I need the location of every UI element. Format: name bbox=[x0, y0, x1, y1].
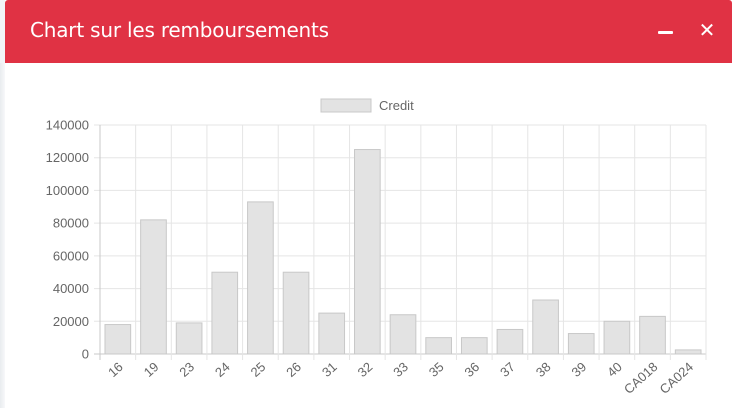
bar[interactable] bbox=[532, 299, 559, 355]
bar[interactable] bbox=[140, 219, 167, 355]
x-tick-label: 23 bbox=[176, 359, 197, 380]
x-tick-label: 24 bbox=[212, 359, 233, 380]
bar[interactable] bbox=[603, 320, 631, 355]
y-tick-label: 20000 bbox=[53, 314, 89, 329]
bar[interactable] bbox=[104, 324, 132, 355]
y-tick-label: 100000 bbox=[46, 183, 89, 198]
left-edge-shadow bbox=[0, 63, 5, 408]
bar[interactable] bbox=[211, 271, 239, 355]
x-tick-label: 36 bbox=[462, 359, 483, 380]
x-tick-label: 33 bbox=[390, 359, 411, 380]
bar[interactable] bbox=[175, 322, 203, 355]
minimize-icon[interactable] bbox=[655, 18, 679, 42]
bar[interactable] bbox=[425, 337, 452, 355]
legend-label: Credit bbox=[379, 98, 414, 113]
x-tick-label: 25 bbox=[248, 359, 269, 380]
x-tick-label: 35 bbox=[426, 359, 447, 380]
bar[interactable] bbox=[354, 149, 381, 355]
y-tick-label: 40000 bbox=[53, 281, 89, 296]
x-tick-label: 40 bbox=[604, 359, 625, 380]
panel-header: Chart sur les remboursements ✕ bbox=[5, 0, 732, 63]
bar[interactable] bbox=[567, 333, 595, 355]
bar[interactable] bbox=[674, 349, 702, 355]
y-tick-label: 80000 bbox=[53, 216, 89, 231]
panel-title: Chart sur les remboursements bbox=[30, 18, 329, 42]
bar[interactable] bbox=[247, 201, 274, 355]
y-tick-label: 60000 bbox=[53, 248, 89, 263]
x-tick-label: 19 bbox=[141, 359, 162, 380]
x-tick-label: 16 bbox=[105, 359, 126, 380]
x-tick-label: 39 bbox=[568, 359, 589, 380]
bar[interactable] bbox=[282, 271, 310, 355]
y-tick-label: 0 bbox=[82, 347, 89, 362]
x-tick-label: 37 bbox=[497, 359, 518, 380]
y-tick-label: 140000 bbox=[46, 118, 89, 133]
bar[interactable] bbox=[496, 328, 524, 355]
x-tick-label: 31 bbox=[319, 359, 340, 380]
bar[interactable] bbox=[639, 315, 666, 355]
x-tick-label: 26 bbox=[283, 359, 304, 380]
x-tick-label: 38 bbox=[533, 359, 554, 380]
x-tick-label: CA018 bbox=[621, 359, 661, 397]
bar[interactable] bbox=[389, 314, 417, 355]
close-icon[interactable]: ✕ bbox=[698, 18, 716, 42]
x-tick-label: CA024 bbox=[657, 359, 697, 397]
bar[interactable] bbox=[460, 337, 488, 355]
x-tick-label: 32 bbox=[355, 359, 376, 380]
legend-swatch bbox=[320, 98, 372, 113]
bar[interactable] bbox=[318, 312, 346, 355]
y-tick-label: 120000 bbox=[46, 150, 89, 165]
